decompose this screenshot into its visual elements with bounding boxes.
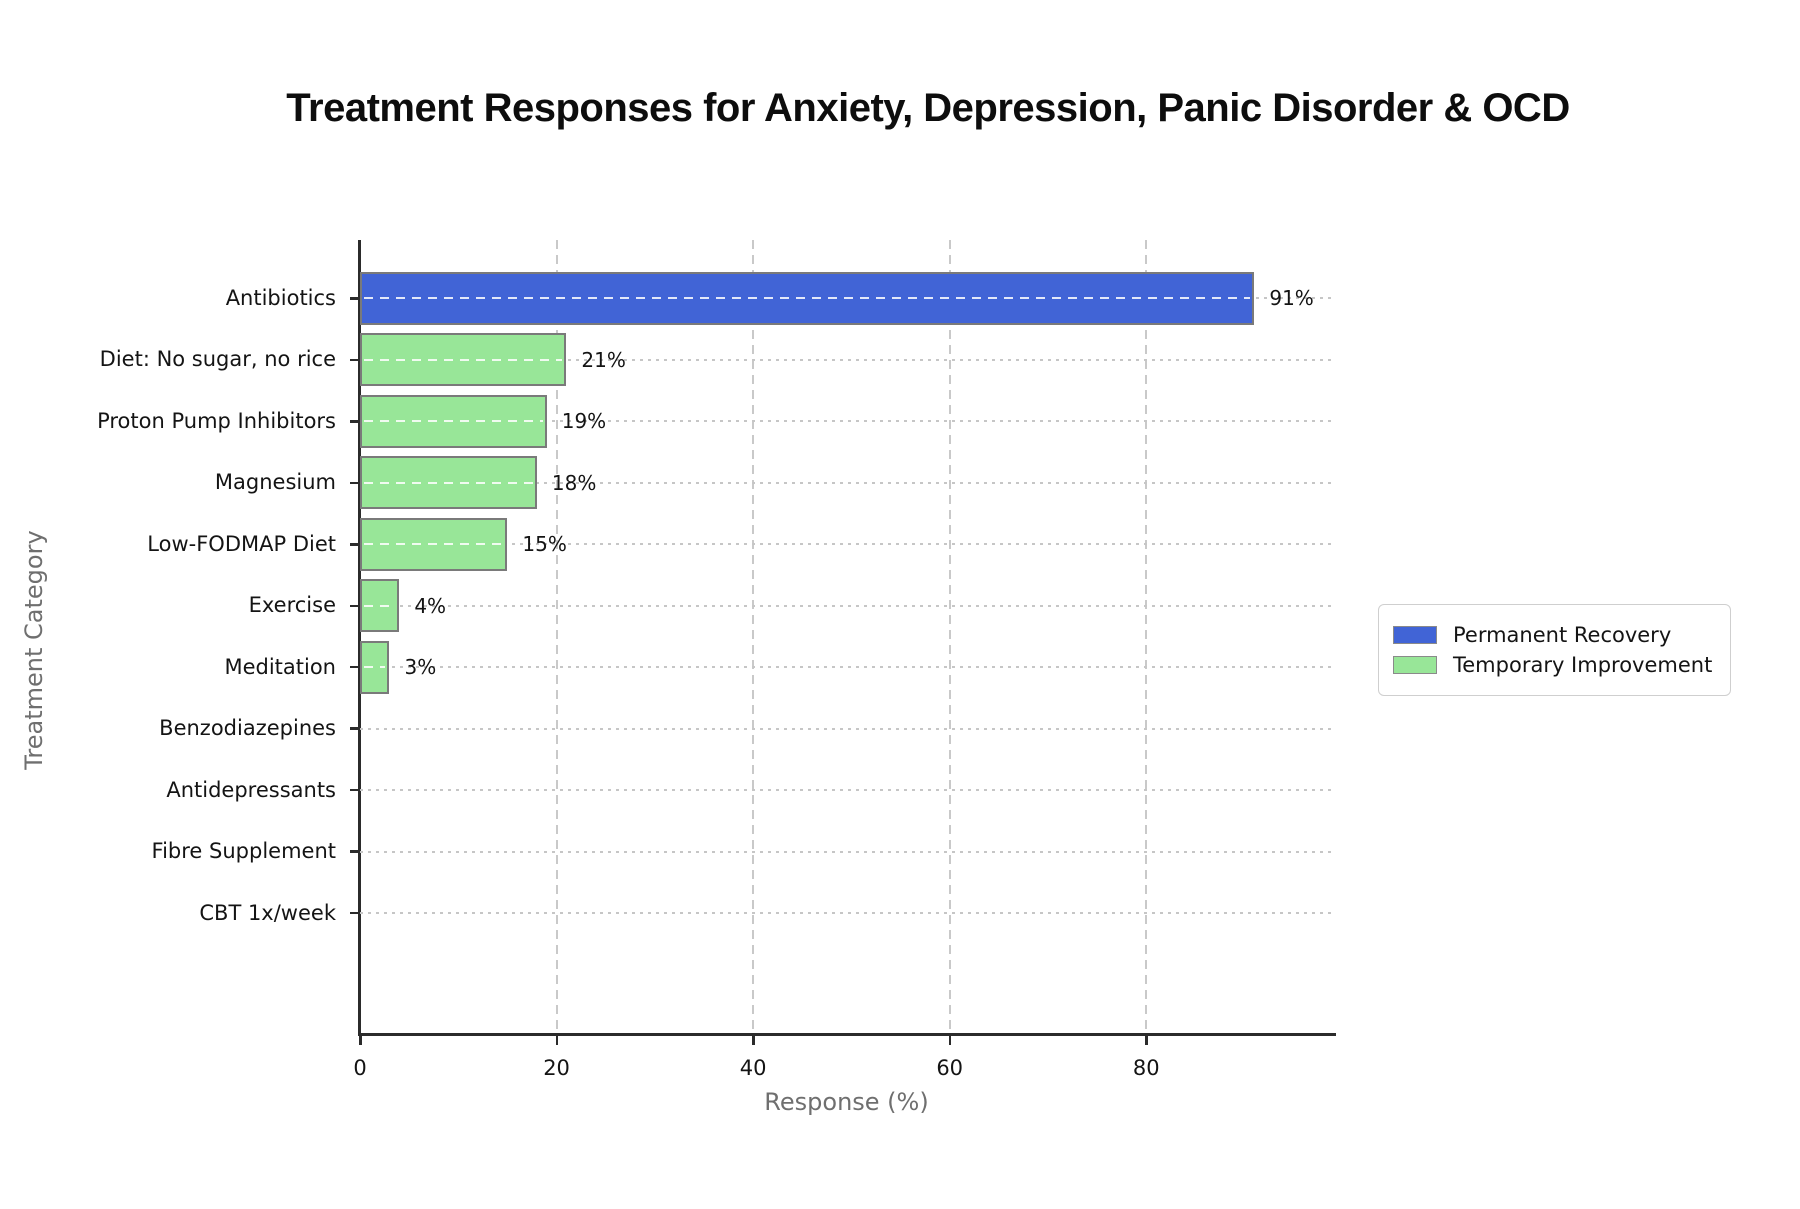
bar-temporary [360,333,567,387]
x-tick-label: 60 [936,1056,964,1080]
legend: Permanent Recovery Temporary Improvement [1378,604,1732,696]
y-tick-mark [350,850,359,853]
y-axis-spine [358,240,361,1035]
category-label: Exercise [248,593,336,618]
x-axis-spine [358,1033,1336,1036]
x-tick-mark [1145,1036,1148,1045]
x-tick-label: 40 [739,1056,767,1080]
y-tick-mark [350,911,359,915]
y-gridline [360,666,1333,669]
legend-item: Permanent Recovery [1393,623,1712,647]
y-gridline [360,420,1333,423]
bar-value-label: 4% [414,593,447,618]
bar-temporary [360,579,400,633]
bar-centerline [364,481,533,484]
bar-temporary [360,394,547,448]
plot-area: 0 20 40 60 80 Antibiotics 91% Diet: No sugar, n… [97,240,1336,1080]
bar-temporary [360,517,508,571]
category-label: Fibre Supplement [151,839,336,864]
category-label: CBT 1x/week [199,900,336,925]
y-gridline [360,789,1333,792]
x-tick-mark [948,1036,952,1045]
bar-value-label: 18% [551,470,597,495]
bar-value-label: 3% [404,655,437,680]
y-gridline [360,604,1333,607]
bar-value-label: 19% [561,409,607,434]
x-tick-label: 20 [543,1056,570,1080]
x-tick-label: 0 [353,1056,367,1080]
category-label: Low-FODMAP Diet [147,531,336,556]
x-tick-mark [555,1036,559,1045]
x-tick-label: 80 [1132,1056,1160,1080]
y-tick-mark [350,604,359,607]
bar-centerline [364,543,504,546]
y-gridline [360,850,1333,853]
category-label: Antidepressants [166,777,336,802]
bar-centerline [364,604,396,607]
x-gridline [555,240,558,1033]
category-label: Meditation [224,654,336,679]
y-tick-mark [350,358,359,362]
x-gridline [948,240,951,1033]
y-tick-mark [350,297,359,300]
bar-value-label: 15% [522,532,567,557]
y-tick-mark [350,543,359,546]
y-tick-mark [350,788,359,792]
category-label: Antibiotics [225,285,336,310]
y-tick-mark [350,420,359,423]
bar-centerline [364,297,1251,300]
bar-temporary [360,456,537,510]
y-gridline [360,912,1333,915]
bar-permanent [360,271,1255,325]
bar-value-label: 91% [1269,286,1314,311]
y-gridline [360,543,1333,546]
category-label: Proton Pump Inhibitors [97,408,336,433]
y-tick-mark [350,481,359,485]
y-gridline [360,481,1333,484]
legend-label: Temporary Improvement [1453,653,1713,677]
legend-label: Permanent Recovery [1453,623,1672,647]
legend-item: Temporary Improvement [1393,653,1712,677]
bar-centerline [364,420,543,423]
y-tick-mark [350,727,359,730]
bar-temporary [360,640,390,694]
bar-centerline [364,666,386,669]
category-label: Magnesium [214,470,336,495]
y-gridline [360,358,1333,361]
x-gridline [1145,240,1148,1033]
x-tick-mark [752,1036,755,1045]
chart-title: Treatment Responses for Anxiety, Depress… [286,86,1570,130]
bar-centerline [364,358,563,361]
category-label: Benzodiazepines [159,716,336,741]
category-label: Diet: No sugar, no rice [99,347,336,372]
bar-value-label: 21% [581,347,626,372]
y-gridline [360,727,1333,730]
y-tick-mark [350,665,359,669]
x-tick-mark [359,1036,362,1045]
x-gridline [752,240,755,1033]
legend-swatch-permanent [1393,626,1437,644]
legend-swatch-temporary [1393,656,1437,674]
x-axis-label: Response (%) [764,1088,929,1116]
